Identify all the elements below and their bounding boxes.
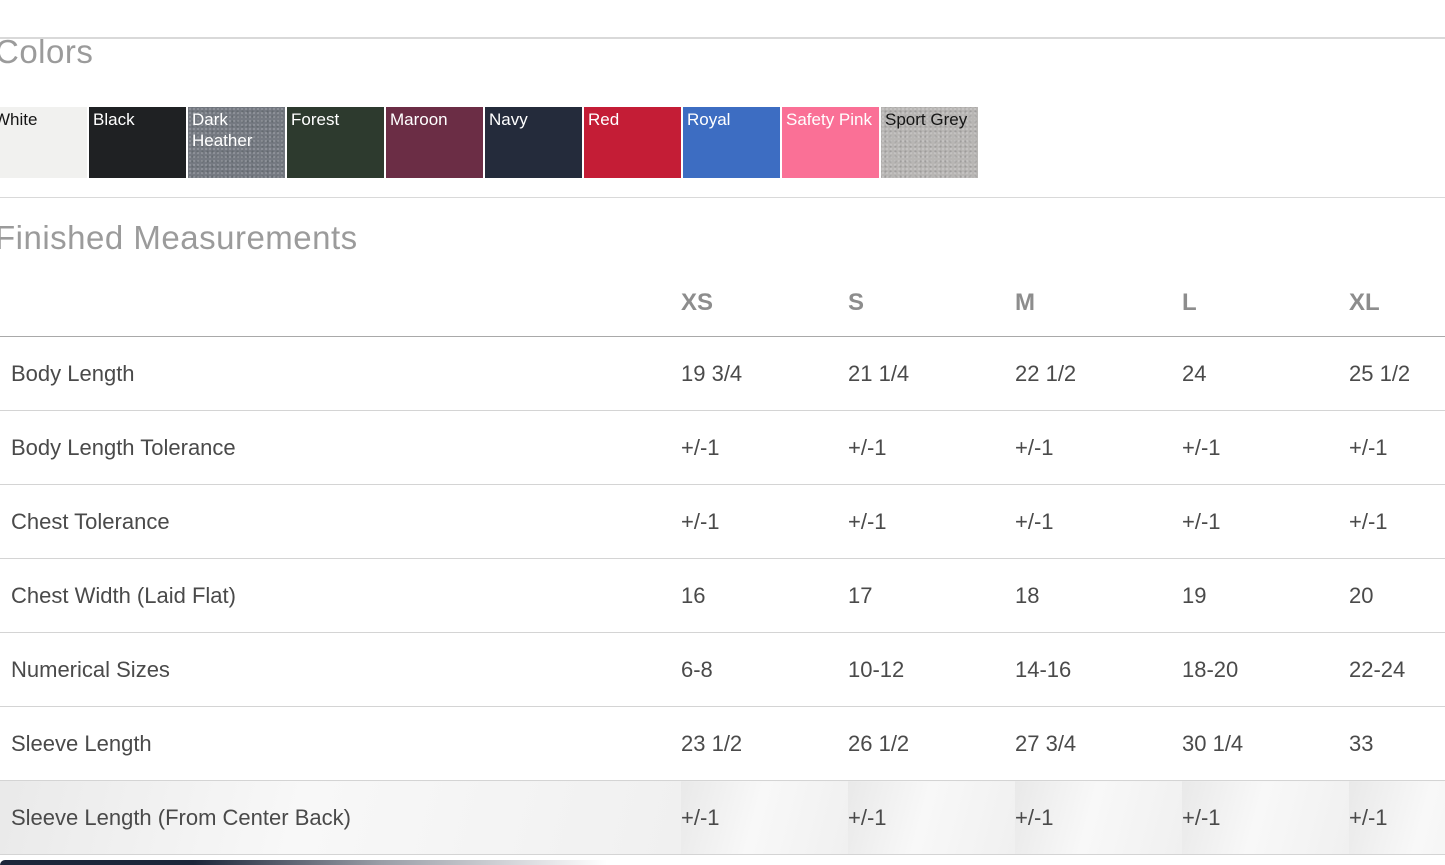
colors-section-title: Colors [0, 33, 94, 70]
color-swatch-row: White Black Dark Heather Forest Maroon N… [0, 107, 1445, 178]
top-divider [0, 37, 1445, 39]
measurement-value-l: 30 1/4 [1182, 706, 1349, 781]
measurement-value-xs: +/-1 [681, 780, 848, 855]
measurement-row-label: Body Length Tolerance [0, 410, 681, 485]
measurement-value-l: 18-20 [1182, 632, 1349, 707]
measurement-row-label: Sleeve Length (From Center Back) [0, 780, 681, 855]
color-swatch-label: White [0, 110, 38, 129]
bottom-edge-peek [0, 860, 690, 865]
measurement-value-xl: +/-1 [1349, 484, 1445, 559]
measurement-value-l: +/-1 [1182, 410, 1349, 485]
color-swatch: Black [89, 107, 186, 178]
color-swatch: Safety Pink [782, 107, 879, 178]
color-swatch: Sport Grey [881, 107, 978, 178]
measurement-value-xs: 19 3/4 [681, 336, 848, 411]
measurement-value-s: 21 1/4 [848, 336, 1015, 411]
measurement-row: Sleeve Length (From Center Back) +/-1 +/… [0, 780, 1445, 855]
color-swatch: Navy [485, 107, 582, 178]
measurement-value-xs: 23 1/2 [681, 706, 848, 781]
measurement-value-xl: +/-1 [1349, 410, 1445, 485]
measurement-value-xs: +/-1 [681, 484, 848, 559]
measurement-value-m: 14-16 [1015, 632, 1182, 707]
measurement-value-s: +/-1 [848, 410, 1015, 485]
color-swatch: Dark Heather [188, 107, 285, 178]
color-swatch-label: Dark Heather [192, 110, 253, 150]
color-swatch-label: Maroon [390, 110, 448, 129]
measurements-table-body: Body Length 19 3/4 21 1/4 22 1/2 24 25 1… [0, 336, 1445, 855]
measurement-value-s: 17 [848, 558, 1015, 633]
measurement-value-xl: 22-24 [1349, 632, 1445, 707]
color-swatch-label: Royal [687, 110, 731, 129]
measurement-value-xl: +/-1 [1349, 780, 1445, 855]
measurement-row: Body Length 19 3/4 21 1/4 22 1/2 24 25 1… [0, 336, 1445, 411]
size-column-header: L [1182, 258, 1349, 337]
measurement-row-label: Body Length [0, 336, 681, 411]
color-swatch: Forest [287, 107, 384, 178]
measurement-row-label: Numerical Sizes [0, 632, 681, 707]
measurements-table: XS S M L XL Body Length 19 3/4 21 1/4 22… [0, 258, 1445, 855]
measurement-value-l: 24 [1182, 336, 1349, 411]
section-divider [0, 197, 1445, 198]
color-swatch-label: Red [588, 110, 620, 129]
measurement-row: Sleeve Length 23 1/2 26 1/2 27 3/4 30 1/… [0, 706, 1445, 781]
measurement-value-xs: 6-8 [681, 632, 848, 707]
measurement-value-s: +/-1 [848, 780, 1015, 855]
measurement-value-xs: 16 [681, 558, 848, 633]
measurement-value-m: 18 [1015, 558, 1182, 633]
color-swatch-label: Sport Grey [885, 110, 968, 129]
measurement-value-l: 19 [1182, 558, 1349, 633]
size-column-header: XS [681, 258, 848, 337]
measurements-section-title: Finished Measurements [0, 219, 358, 256]
measurement-row-label: Sleeve Length [0, 706, 681, 781]
measurement-row: Chest Width (Laid Flat) 16 17 18 19 20 [0, 558, 1445, 633]
measurement-row: Numerical Sizes 6-8 10-12 14-16 18-20 22… [0, 632, 1445, 707]
measurements-header-row: XS S M L XL [0, 258, 1445, 337]
measurement-value-m: +/-1 [1015, 410, 1182, 485]
color-swatch-label: Forest [291, 110, 340, 129]
color-swatch: Red [584, 107, 681, 178]
color-swatch-label: Navy [489, 110, 528, 129]
measurement-value-xl: 33 [1349, 706, 1445, 781]
measurement-value-s: 26 1/2 [848, 706, 1015, 781]
color-swatch-label: Black [93, 110, 135, 129]
measurement-value-m: +/-1 [1015, 484, 1182, 559]
measurement-value-xl: 25 1/2 [1349, 336, 1445, 411]
measurement-row-label: Chest Tolerance [0, 484, 681, 559]
measurement-row-label: Chest Width (Laid Flat) [0, 558, 681, 633]
measurement-value-m: 22 1/2 [1015, 336, 1182, 411]
size-column-header: XL [1349, 258, 1445, 337]
measurement-row: Chest Tolerance +/-1 +/-1 +/-1 +/-1 +/-1 [0, 484, 1445, 559]
size-column-header: M [1015, 258, 1182, 337]
measurement-row: Body Length Tolerance +/-1 +/-1 +/-1 +/-… [0, 410, 1445, 485]
product-spec-content: Colors White Black Dark Heather Forest M… [0, 32, 1445, 855]
measurement-value-m: +/-1 [1015, 780, 1182, 855]
measurement-value-s: +/-1 [848, 484, 1015, 559]
color-swatch: Maroon [386, 107, 483, 178]
measurements-header-spacer [0, 258, 681, 337]
measurement-value-m: 27 3/4 [1015, 706, 1182, 781]
measurement-value-xl: 20 [1349, 558, 1445, 633]
measurement-value-l: +/-1 [1182, 484, 1349, 559]
color-swatch-label: Safety Pink [786, 110, 872, 129]
color-swatch: Royal [683, 107, 780, 178]
size-column-header: S [848, 258, 1015, 337]
measurement-value-l: +/-1 [1182, 780, 1349, 855]
color-swatch: White [0, 107, 87, 178]
measurement-value-xs: +/-1 [681, 410, 848, 485]
measurement-value-s: 10-12 [848, 632, 1015, 707]
